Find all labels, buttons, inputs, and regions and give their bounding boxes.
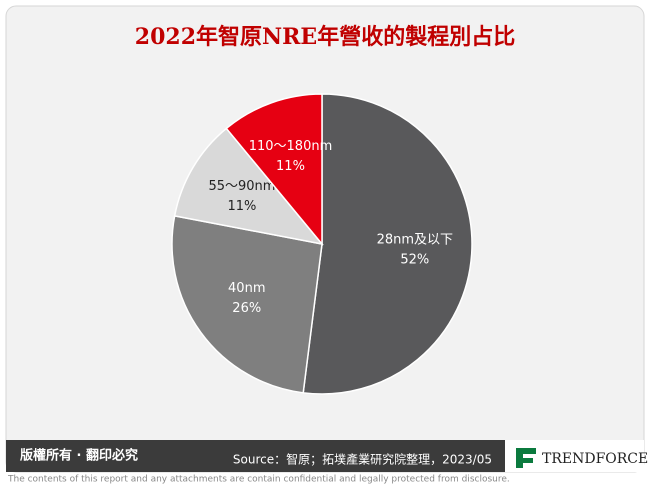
logo-box <box>505 440 644 472</box>
slice-category: 55～90nm <box>208 179 275 194</box>
slice-value-label: 26% <box>232 301 261 316</box>
slice-value-label: 11% <box>227 199 256 214</box>
slice-value-label: 11% <box>276 159 305 174</box>
copyright: 版權所有 · 翻印必究 <box>20 448 138 464</box>
slice-category: 40nm <box>228 281 265 296</box>
pie-slice <box>302 93 473 395</box>
slice-category: 28nm及以下 <box>377 232 453 247</box>
logo-icon <box>516 448 536 468</box>
slice-category: 110～180nm <box>249 139 333 154</box>
slice-value-label: 52% <box>400 252 429 267</box>
chart-title: 2022年智原NRE年營收的製程別占比 <box>135 24 515 50</box>
brand: TRENDFORCE <box>542 451 648 467</box>
disclaimer: The contents of this report and any atta… <box>7 475 510 485</box>
pie-slice <box>225 93 323 247</box>
source: Source：智原；拓墣產業研究院整理，2023/05 <box>233 452 492 467</box>
pie-slice <box>173 127 324 246</box>
pie-slice <box>171 215 323 394</box>
